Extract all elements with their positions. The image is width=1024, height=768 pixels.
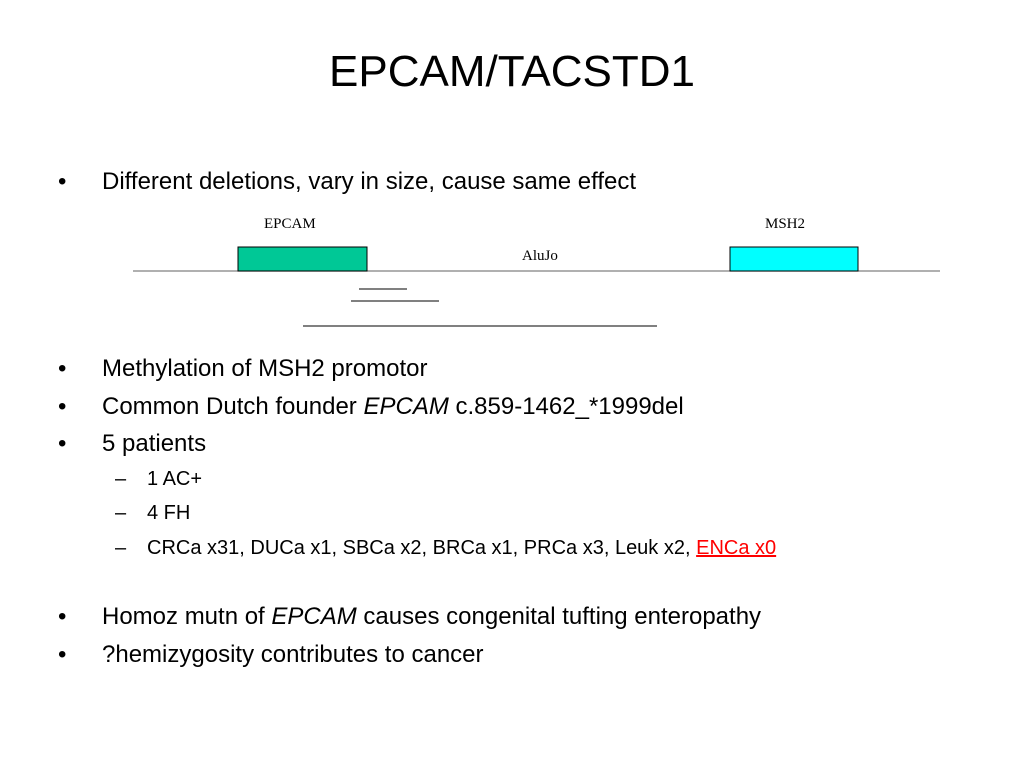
msh2-gene-box: [729, 246, 859, 272]
bullet-mark: •: [58, 355, 67, 382]
bullet-homoz: • Homoz mutn of EPCAM causes congenital t…: [58, 602, 761, 632]
subbullet-text: 4 FH: [147, 502, 191, 524]
bullet-text-pre: Common Dutch founder: [102, 393, 364, 420]
subbullet-text: 1 AC+: [147, 468, 203, 490]
bullet-mark: •: [58, 393, 67, 420]
bullet-mark: •: [58, 430, 67, 457]
bullet-hemizygosity: • ?hemizygosity contributes to cancer: [58, 640, 484, 670]
bullet-text-post: causes congenital tufting enteropathy: [356, 603, 762, 630]
subbullet-ac: –1 AC+: [115, 466, 202, 492]
bullet-methylation: • Methylation of MSH2 promotor: [58, 354, 427, 384]
bullet-text-post: c.859-1462_*1999del: [448, 393, 684, 420]
bullet-mark: •: [58, 168, 67, 195]
encа-highlight: ENCa x0: [696, 537, 777, 559]
bullet-text: Different deletions, vary in size, cause…: [102, 168, 637, 195]
bullet-dutch-founder: • Common Dutch founder EPCAM c.859-1462_*…: [58, 392, 684, 422]
msh2-gene-label: MSH2: [765, 216, 806, 232]
subbullet-mark: –: [115, 537, 127, 559]
bullet-text-pre: Homoz mutn of: [102, 603, 272, 630]
subbullet-text: CRCa x31, DUCa x1, SBCa x2, BRCa x1, PRC…: [147, 537, 697, 559]
bullet-text: 5 patients: [102, 430, 207, 457]
bullet-text-gene: EPCAM: [271, 603, 357, 630]
bullet-mark: •: [58, 603, 67, 630]
alujo-label: AluJo: [522, 248, 558, 264]
bullet-deletions: • Different deletions, vary in size, caus…: [58, 167, 636, 197]
bullet-text: Methylation of MSH2 promotor: [102, 355, 428, 382]
subbullet-mark: –: [115, 468, 127, 490]
subbullet-cancers: – CRCa x31, DUCa x1, SBCa x2, BRCa x1, PR…: [115, 535, 776, 561]
slide-title: EPCAM/TACSTD1: [329, 47, 695, 96]
bullet-text: ?hemizygosity contributes to cancer: [102, 641, 484, 668]
bullet-text-gene: EPCAM: [363, 393, 449, 420]
subbullet-mark: –: [115, 502, 127, 524]
epcam-gene-box: [237, 246, 368, 272]
epcam-gene-label: EPCAM: [264, 216, 316, 232]
subbullet-fh: –4 FH: [115, 500, 190, 526]
bullet-mark: •: [58, 641, 67, 668]
bullet-patients: • 5 patients: [58, 429, 206, 459]
